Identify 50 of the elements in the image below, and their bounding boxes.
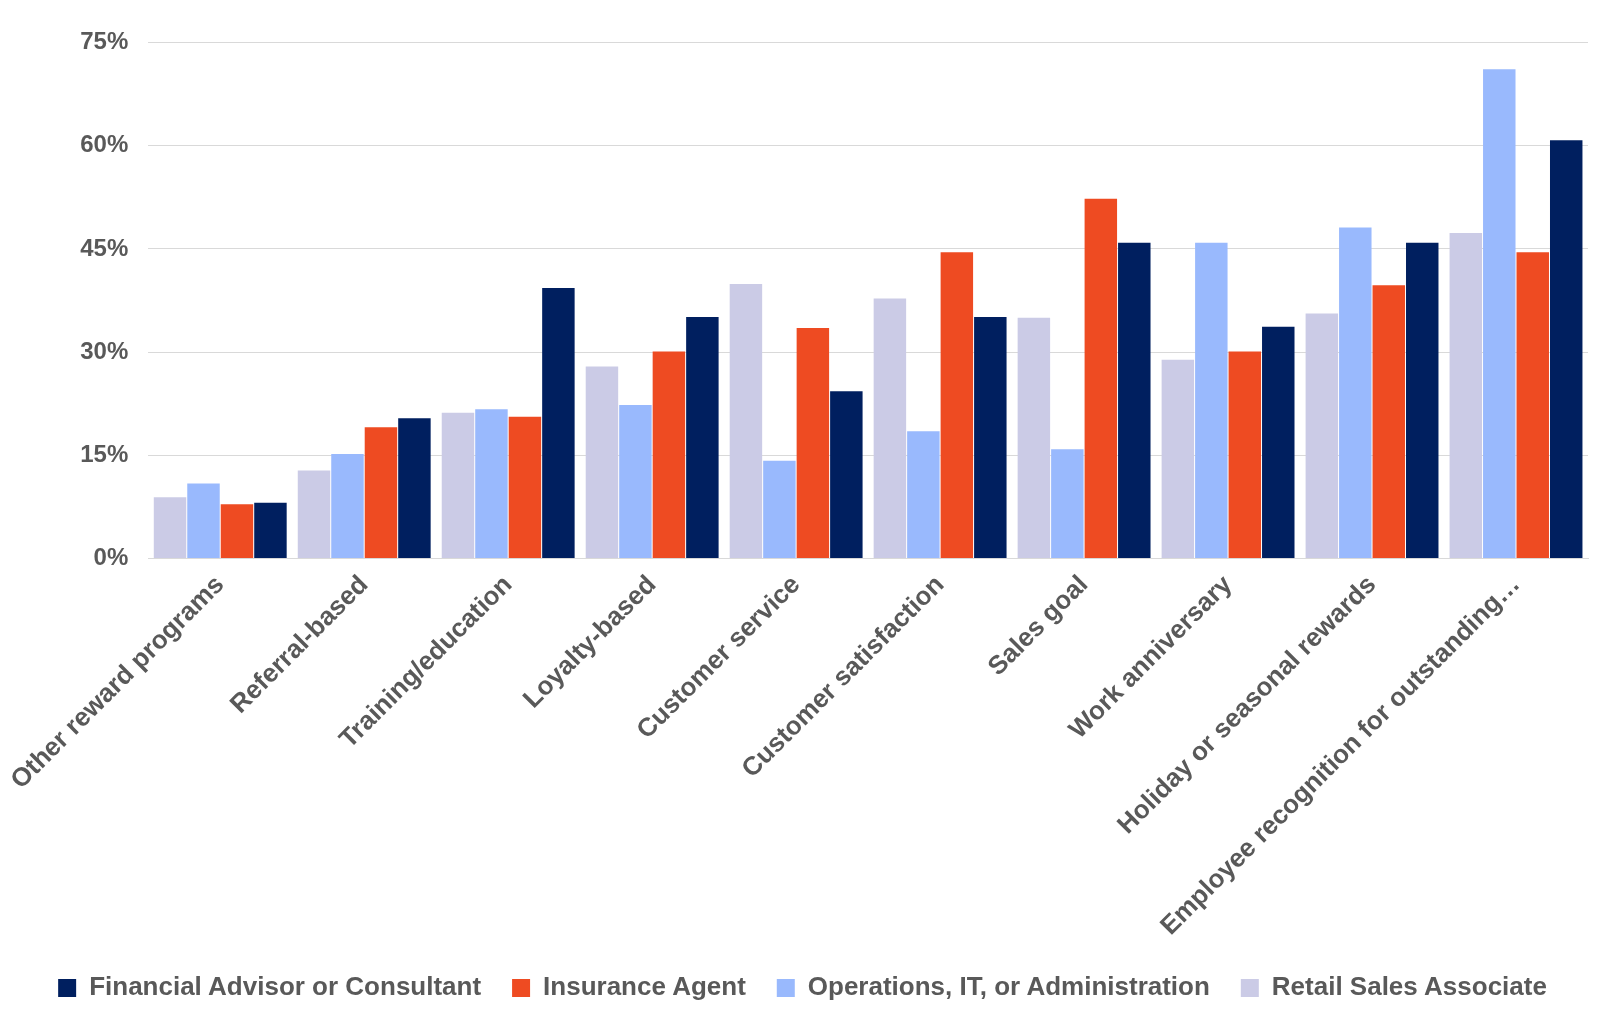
bar (1262, 326, 1295, 559)
bar (1017, 317, 1051, 559)
bar (763, 460, 796, 559)
bar (398, 418, 431, 559)
bar (1228, 351, 1262, 559)
bar (1305, 313, 1339, 559)
bar (297, 470, 331, 559)
legend-label: Operations, IT, or Administration (807, 971, 1210, 1002)
bar (686, 317, 719, 559)
y-tick-label: 15% (80, 439, 129, 467)
bar (1084, 198, 1118, 559)
bar (475, 409, 508, 559)
bar (364, 427, 398, 559)
bar (542, 288, 575, 559)
bar (220, 504, 254, 559)
bar (974, 317, 1007, 559)
bar (441, 412, 475, 559)
bar (1406, 242, 1439, 559)
bar (585, 366, 619, 559)
bar (796, 328, 830, 559)
bar (619, 405, 652, 559)
bar (1516, 252, 1549, 559)
bar (907, 431, 940, 559)
y-tick-label: 60% (80, 130, 129, 158)
bar (508, 416, 542, 559)
bar (873, 298, 907, 559)
bar (940, 252, 974, 559)
legend-label: Insurance Agent (543, 971, 747, 1002)
bar (729, 283, 763, 559)
y-tick-label: 75% (80, 27, 129, 55)
y-tick-label: 30% (80, 336, 129, 364)
y-tick-label: 0% (93, 543, 129, 571)
bar (1118, 242, 1151, 559)
legend-label: Financial Advisor or Consultant (89, 971, 482, 1002)
legend-label: Retail Sales Associate (1271, 971, 1547, 1002)
bar (1195, 242, 1228, 559)
bar (1161, 359, 1195, 559)
bar (331, 453, 364, 559)
bar (1051, 449, 1084, 559)
bar (1549, 140, 1583, 559)
bar (1339, 227, 1372, 559)
bar (187, 483, 220, 559)
bar (254, 502, 287, 559)
bar (1449, 233, 1483, 559)
y-tick-label: 45% (80, 233, 129, 261)
bar (1483, 69, 1516, 559)
bar (830, 391, 863, 559)
bar (652, 351, 686, 559)
bar (1372, 285, 1406, 559)
bar (153, 497, 187, 559)
